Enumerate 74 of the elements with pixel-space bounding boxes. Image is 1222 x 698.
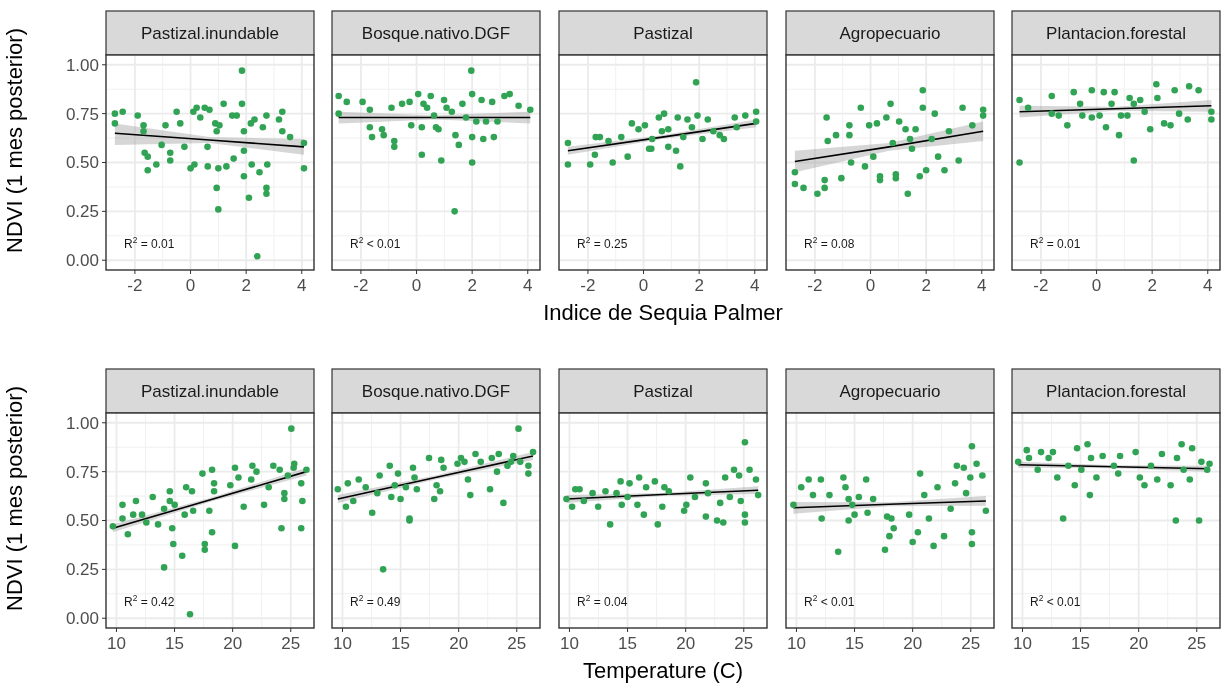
chart-title: Pastizal.inundable xyxy=(141,381,279,401)
x-tick-label: 10 xyxy=(787,634,806,653)
x-tick-label: 15 xyxy=(845,634,865,653)
annotation: R$^{2}$ = 0.04 xyxy=(577,593,628,609)
chart-title: Pastizal.inundable xyxy=(141,23,279,43)
y-tick-label: 1.00 xyxy=(65,55,99,75)
chart-title: Bosque.nativo.DGF xyxy=(361,381,511,401)
x-tick-label: 20 xyxy=(449,634,469,653)
chart-title: Pastizal xyxy=(633,23,693,43)
x-tick-label: -2 xyxy=(580,276,596,295)
y-tick-label: 0.25 xyxy=(65,560,99,580)
chart-title: Plantacion.forestal xyxy=(1046,23,1186,43)
x-tick-label: 15 xyxy=(618,634,638,653)
x-tick-label: 20 xyxy=(903,634,923,653)
x-tick-label: -2 xyxy=(353,276,369,295)
x-tick-label: 10 xyxy=(333,634,352,653)
x-tick-label: 20 xyxy=(1129,634,1149,653)
x-tick-label: 25 xyxy=(281,634,301,653)
x-tick-label: 15 xyxy=(165,634,185,653)
chart-title: Agropecuario xyxy=(839,23,941,43)
y-tick-label: 0.75 xyxy=(65,462,99,482)
annotation: R$^{2}$ = 0.01 xyxy=(124,235,175,251)
y-tick-label: 0.75 xyxy=(65,104,99,124)
x-tick-label: -2 xyxy=(127,276,143,295)
x-tick-label: -2 xyxy=(807,276,823,295)
x-tick-label: 4 xyxy=(750,276,760,295)
y-tick-label: 0.50 xyxy=(65,153,99,173)
x-tick-label: 2 xyxy=(467,276,477,295)
x-tick-label: 0 xyxy=(411,276,422,295)
x-tick-label: 25 xyxy=(507,634,527,653)
x-tick-label: 10 xyxy=(107,634,126,653)
y-tick-label: 1.00 xyxy=(65,413,99,433)
x-axis-title: Temperature (C) xyxy=(582,658,744,683)
annotation: R$^{2}$ = 0.25 xyxy=(577,235,628,251)
x-tick-label: 4 xyxy=(523,276,533,295)
chart-title: Agropecuario xyxy=(839,381,941,401)
annotation: R$^{2}$ < 0.01 xyxy=(350,235,401,251)
x-tick-label: 0 xyxy=(865,276,876,295)
y-tick-label: 0.00 xyxy=(65,609,99,629)
x-tick-label: 10 xyxy=(1013,634,1032,653)
x-tick-label: 4 xyxy=(977,276,987,295)
y-tick-label: 0.50 xyxy=(65,511,99,531)
y-tick-label: 0.25 xyxy=(65,202,99,222)
annotation: R$^{2}$ = 0.08 xyxy=(804,235,855,251)
x-tick-label: 20 xyxy=(676,634,696,653)
x-tick-label: 2 xyxy=(1147,276,1157,295)
x-tick-label: 20 xyxy=(223,634,243,653)
x-tick-label: 15 xyxy=(391,634,411,653)
x-tick-label: 2 xyxy=(921,276,931,295)
y-axis-title: NDVI (1 mes posterior) xyxy=(2,386,27,611)
chart-title: Pastizal xyxy=(633,381,693,401)
x-tick-label: 4 xyxy=(297,276,307,295)
chart-title: Bosque.nativo.DGF xyxy=(361,23,511,43)
annotation: R$^{2}$ < 0.01 xyxy=(1030,593,1081,609)
x-tick-label: 2 xyxy=(241,276,251,295)
y-tick-label: 0.00 xyxy=(65,251,99,271)
x-tick-label: 0 xyxy=(185,276,196,295)
x-tick-label: 10 xyxy=(560,634,579,653)
x-tick-label: 25 xyxy=(734,634,754,653)
x-tick-label: 25 xyxy=(1187,634,1207,653)
x-tick-label: 25 xyxy=(961,634,981,653)
x-tick-label: 0 xyxy=(1091,276,1102,295)
y-axis-title: NDVI (1 mes posterior) xyxy=(2,28,27,253)
x-axis-title: Indice de Sequia Palmer xyxy=(543,300,783,325)
chart-title: Plantacion.forestal xyxy=(1046,381,1186,401)
x-tick-label: -2 xyxy=(1033,276,1049,295)
x-tick-label: 0 xyxy=(638,276,649,295)
x-tick-label: 2 xyxy=(694,276,704,295)
x-tick-label: 4 xyxy=(1203,276,1213,295)
x-tick-label: 15 xyxy=(1071,634,1091,653)
annotation: R$^{2}$ < 0.01 xyxy=(804,593,855,609)
annotation: R$^{2}$ = 0.01 xyxy=(1030,235,1081,251)
annotation: R$^{2}$ = 0.49 xyxy=(350,593,401,609)
annotation: R$^{2}$ = 0.42 xyxy=(124,593,175,609)
